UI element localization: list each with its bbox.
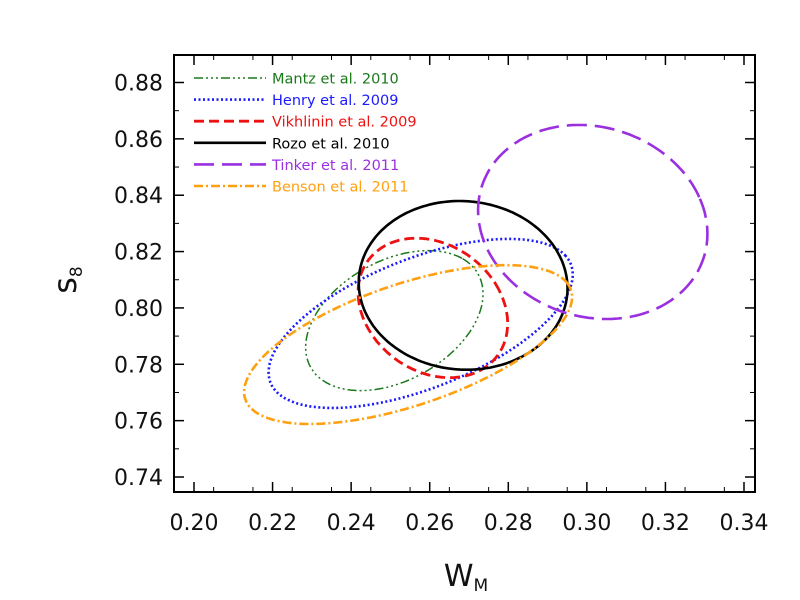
x-tick-label: 0.28 xyxy=(484,511,533,536)
contour-mantz xyxy=(304,249,484,392)
x-tick-label: 0.24 xyxy=(327,511,376,536)
legend-label: Tinker et al. 2011 xyxy=(271,158,399,174)
y-tick-label: 0.76 xyxy=(114,410,163,435)
y-tick-label: 0.74 xyxy=(114,466,163,491)
x-tick-label: 0.22 xyxy=(248,511,297,536)
x-tick-label: 0.20 xyxy=(170,511,219,536)
y-tick-labels: 0.74 0.76 0.78 0.80 0.82 0.84 0.86 0.88 xyxy=(114,72,163,492)
x-tick-labels: 0.20 0.22 0.24 0.26 0.28 0.30 0.32 0.34 xyxy=(170,511,769,536)
y-tick-label: 0.80 xyxy=(114,297,163,322)
x-tick-label: 0.32 xyxy=(641,511,690,536)
y-tick-label: 0.88 xyxy=(114,72,163,97)
plot-frame xyxy=(173,54,756,493)
y-tick-label: 0.84 xyxy=(114,184,163,209)
contour-henry xyxy=(267,237,575,410)
contour-vikhlinin xyxy=(356,236,510,380)
y-tick-label: 0.82 xyxy=(114,241,163,266)
y-axis-label: s8 xyxy=(46,266,87,294)
legend-label: Henry et al. 2009 xyxy=(272,93,398,109)
legend-label: Benson et al. 2011 xyxy=(272,180,409,196)
legend: Mantz et al. 2010 Henry et al. 2009 Vikhli… xyxy=(194,72,417,196)
contour-rozo xyxy=(357,199,569,372)
legend-label: Rozo et al. 2010 xyxy=(272,136,390,152)
y-axis-label-main: s xyxy=(46,277,84,294)
y-tick-label: 0.86 xyxy=(114,128,163,153)
x-axis-label-sub: M xyxy=(474,576,489,596)
x-axis-label: WM xyxy=(444,559,488,596)
contour-benson xyxy=(242,263,574,426)
legend-label: Mantz et al. 2010 xyxy=(272,72,399,88)
y-axis-label-sub: 8 xyxy=(67,266,87,277)
contour-ellipses xyxy=(242,123,709,426)
legend-label: Vikhlinin et al. 2009 xyxy=(272,115,417,131)
contour-tinker xyxy=(476,123,709,321)
x-tick-label: 0.34 xyxy=(720,511,769,536)
y-tick-label: 0.78 xyxy=(114,353,163,378)
x-tick-label: 0.30 xyxy=(562,511,611,536)
x-axis-label-main: W xyxy=(444,559,474,594)
x-tick-label: 0.26 xyxy=(405,511,454,536)
axis-ticks xyxy=(174,55,755,492)
